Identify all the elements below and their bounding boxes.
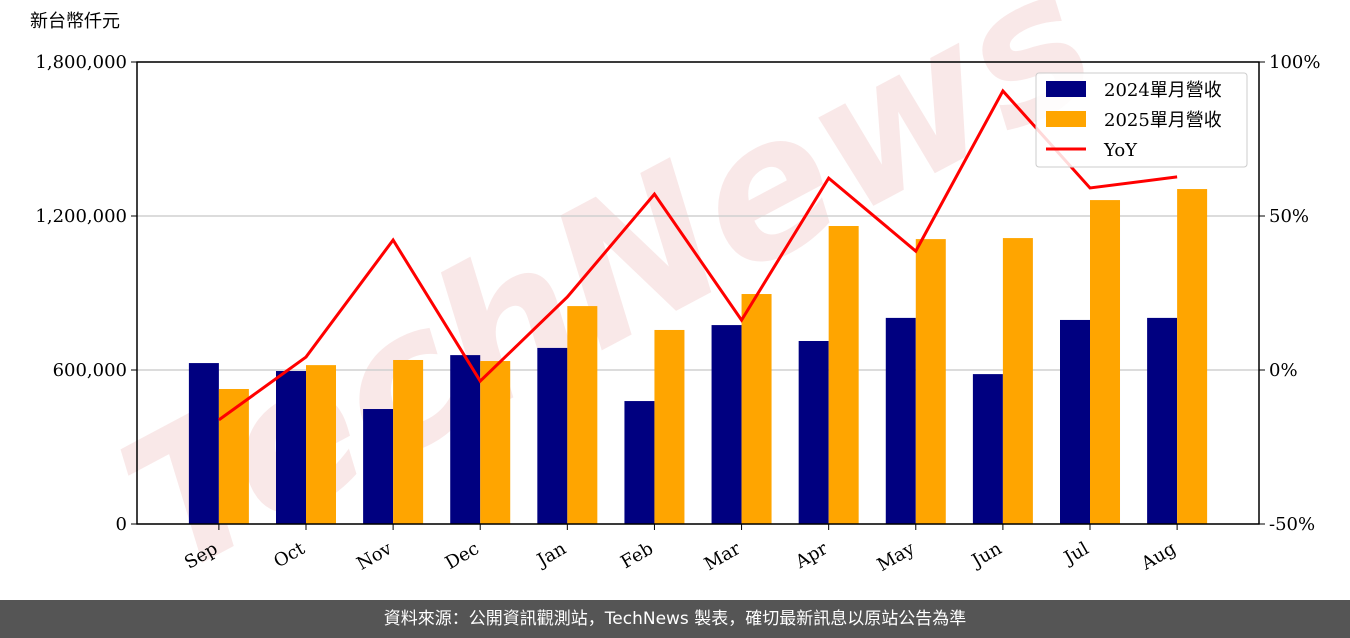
bar [480, 361, 511, 524]
bar [567, 306, 598, 524]
legend-label: YoY [1103, 140, 1138, 161]
y2-tick-label: 100% [1269, 52, 1320, 73]
bar [828, 226, 859, 524]
bar [885, 317, 916, 524]
plot-frame [136, 61, 1260, 525]
bar [275, 371, 306, 524]
chart: 新台幣仟元 TechNews0600,0001,200,0001,800,000… [30, 0, 1320, 618]
bar [654, 329, 685, 524]
y2-tick-label: 50% [1269, 206, 1309, 227]
bar [915, 239, 946, 524]
bar [218, 388, 249, 524]
x-tick-label: May [874, 538, 919, 576]
legend-swatch [1046, 81, 1086, 97]
bar [972, 374, 1003, 524]
bar [624, 401, 655, 524]
bar [450, 355, 481, 524]
x-tick-label: Dec [442, 538, 483, 574]
y2-tick-label: 0% [1269, 360, 1298, 381]
legend-label: 2024單月營收 [1104, 80, 1222, 101]
x-tick-label: Jun [967, 538, 1006, 573]
legend-swatch [1046, 111, 1086, 127]
bar [188, 363, 219, 524]
bar [305, 365, 336, 524]
y-tick-label: 1,800,000 [35, 52, 127, 73]
y-tick-label: 0 [116, 514, 127, 535]
bar [1177, 189, 1208, 525]
y-tick-label: 600,000 [53, 360, 127, 381]
x-tick-label: Feb [617, 538, 657, 573]
bar [1002, 238, 1033, 524]
x-tick-label: Jul [1059, 538, 1093, 570]
y-tick-label: 1,200,000 [35, 206, 127, 227]
x-tick-label: Nov [353, 538, 396, 575]
y2-tick-label: -50% [1269, 514, 1315, 535]
bar [741, 294, 772, 524]
x-tick-label: Jan [532, 538, 570, 572]
bar [363, 409, 394, 524]
bar [1147, 317, 1178, 524]
line [218, 88, 1178, 422]
x-tick-label: Aug [1137, 538, 1180, 575]
bar [1090, 200, 1121, 524]
x-tick-label: Mar [701, 538, 745, 575]
bar [537, 347, 568, 524]
bar [1060, 319, 1091, 524]
legend-label: 2025單月營收 [1104, 110, 1222, 131]
legend-box [1035, 72, 1248, 168]
x-tick-label: Apr [791, 538, 831, 573]
y-axis-label: 新台幣仟元 [30, 11, 120, 32]
bar [393, 359, 424, 524]
footer: 資料來源：公開資訊觀測站，TechNews 製表，確切最新訊息以原站公告為準 [0, 600, 1350, 638]
bar [798, 340, 829, 524]
bar [711, 325, 742, 524]
